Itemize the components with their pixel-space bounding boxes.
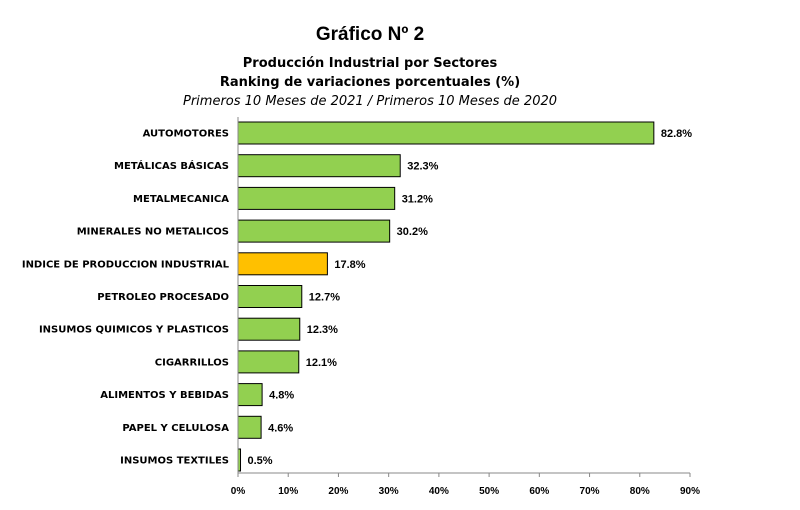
category-label: AUTOMOTORES (143, 129, 229, 140)
x-tick-label: 20% (328, 486, 348, 497)
data-label: 4.6% (268, 422, 293, 434)
x-tick-label: 10% (278, 486, 298, 497)
x-tick-label: 90% (680, 486, 700, 497)
bar (237, 350, 300, 374)
data-label: 4.8% (269, 390, 294, 402)
x-tick-label: 40% (429, 486, 449, 497)
category-label: PETROLEO PROCESADO (97, 292, 229, 303)
data-label: 82.8% (661, 128, 692, 140)
x-tick-label: 30% (379, 486, 399, 497)
data-label: 17.8% (334, 259, 365, 271)
category-label: INSUMOS QUIMICOS Y PLASTICOS (39, 325, 229, 336)
data-label: 12.3% (307, 324, 338, 336)
bar (237, 285, 303, 308)
bar (237, 252, 328, 276)
chart-subtitle-2: Ranking de variaciones porcentuales (%) (219, 75, 521, 90)
data-label: 0.5% (248, 455, 273, 467)
chart-subtitle-1: Producción Industrial por Sectores (242, 56, 498, 71)
bar (237, 121, 655, 145)
x-tick-label: 50% (479, 486, 499, 497)
x-tick-label: 70% (580, 486, 600, 497)
bar (237, 415, 262, 439)
bar (237, 219, 391, 243)
bar (237, 186, 396, 210)
data-label: 32.3% (407, 161, 438, 173)
category-label: METALMECANICA (133, 194, 229, 205)
x-tick-label: 80% (630, 486, 650, 497)
category-label: MINERALES NO METALICOS (77, 227, 229, 238)
category-label: INSUMOS TEXTILES (120, 456, 229, 467)
category-label: CIGARRILLOS (155, 357, 229, 368)
bar (237, 383, 263, 407)
chart-title: Gráfico Nº 2 (315, 24, 425, 45)
category-label: ALIMENTOS Y BEBIDAS (100, 390, 229, 401)
category-label: PAPEL Y CELULOSA (122, 423, 229, 434)
bar (237, 154, 401, 178)
category-label: METÁLICAS BÁSICAS (114, 159, 229, 172)
data-label: 31.2% (402, 193, 433, 205)
category-label: INDICE DE PRODUCCION INDUSTRIAL (22, 259, 230, 270)
chart-subtitle-3: Primeros 10 Meses de 2021 / Primeros 10 … (182, 94, 558, 109)
data-label: 12.1% (306, 357, 337, 369)
bar (237, 317, 301, 341)
data-label: 30.2% (397, 226, 428, 238)
x-tick-label: 0% (231, 486, 246, 497)
x-tick-label: 60% (529, 486, 549, 497)
data-label: 12.7% (309, 292, 340, 304)
